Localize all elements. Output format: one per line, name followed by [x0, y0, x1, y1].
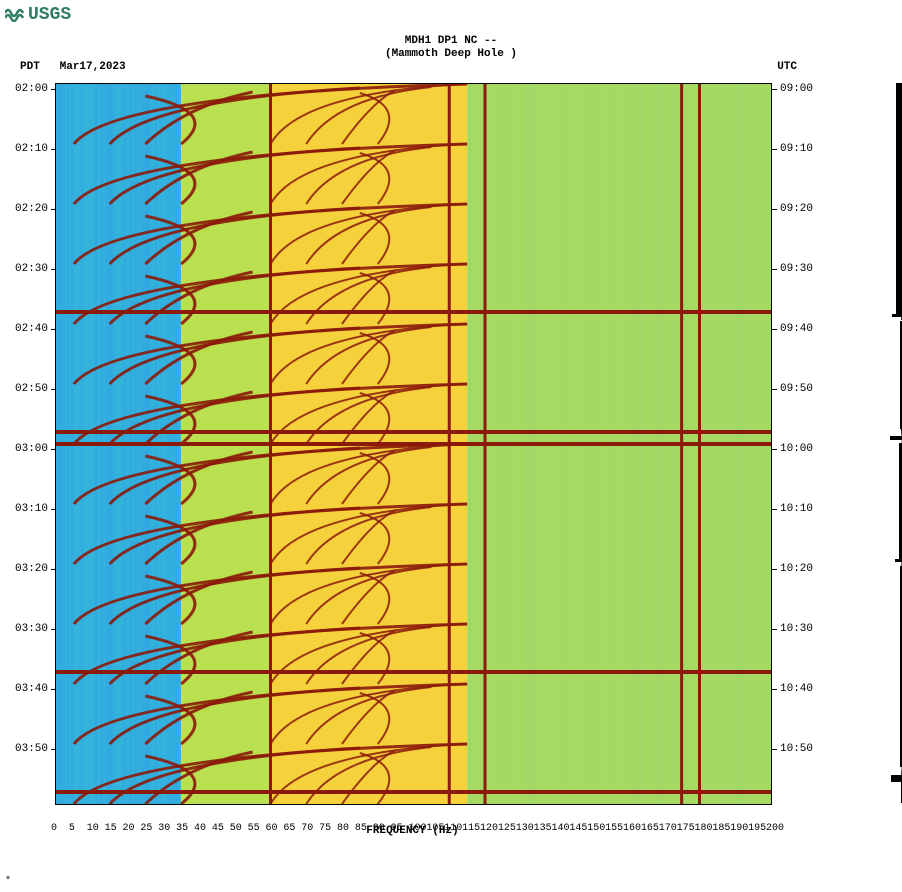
- usgs-logo-text: USGS: [28, 5, 71, 25]
- spectrogram-svg: [56, 84, 771, 804]
- y-tick-right: 09:30: [780, 263, 813, 275]
- y-tick-left: 03:30: [15, 623, 48, 635]
- y-tick-left: 02:50: [15, 383, 48, 395]
- usgs-wave-icon: [5, 8, 25, 22]
- y-tick-left: 03:40: [15, 683, 48, 695]
- y-tick-left: 03:50: [15, 743, 48, 755]
- y-tick-left: 02:00: [15, 83, 48, 95]
- usgs-logo: USGS: [5, 5, 71, 25]
- left-timezone: PDT: [20, 61, 40, 73]
- y-tick-right: 10:10: [780, 503, 813, 515]
- y-tick-left: 02:40: [15, 323, 48, 335]
- y-tick-left: 03:20: [15, 563, 48, 575]
- y-axis-right: 09:0009:1009:2009:3009:4009:5010:0010:10…: [775, 83, 780, 803]
- y-tick-left: 03:00: [15, 443, 48, 455]
- y-tick-left: 03:10: [15, 503, 48, 515]
- plot-area: 02:0002:1002:2002:3002:4002:5003:0003:10…: [55, 83, 897, 805]
- footer-mark: *: [5, 876, 11, 887]
- y-tick-right: 10:30: [780, 623, 813, 635]
- title-line-2: (Mammoth Deep Hole ): [5, 48, 897, 61]
- y-tick-right: 09:10: [780, 143, 813, 155]
- header-row: PDT Mar17,2023 UTC: [5, 61, 897, 73]
- title-line-1: MDH1 DP1 NC --: [5, 35, 897, 48]
- spectrogram-canvas: [55, 83, 772, 805]
- chart-title: MDH1 DP1 NC -- (Mammoth Deep Hole ): [5, 35, 897, 61]
- waveform-burst: [890, 436, 902, 440]
- y-tick-right: 10:20: [780, 563, 813, 575]
- y-tick-left: 02:20: [15, 203, 48, 215]
- y-tick-left: 02:10: [15, 143, 48, 155]
- x-axis-label: FREQUENCY (Hz): [55, 825, 770, 837]
- y-tick-right: 09:50: [780, 383, 813, 395]
- y-tick-right: 09:40: [780, 323, 813, 335]
- y-tick-right: 10:00: [780, 443, 813, 455]
- right-timezone: UTC: [777, 61, 797, 73]
- y-tick-left: 02:30: [15, 263, 48, 275]
- header-date: Mar17,2023: [60, 61, 126, 73]
- y-tick-right: 09:00: [780, 83, 813, 95]
- y-tick-right: 10:40: [780, 683, 813, 695]
- y-tick-right: 10:50: [780, 743, 813, 755]
- waveform-panel: [870, 83, 902, 803]
- y-tick-right: 09:20: [780, 203, 813, 215]
